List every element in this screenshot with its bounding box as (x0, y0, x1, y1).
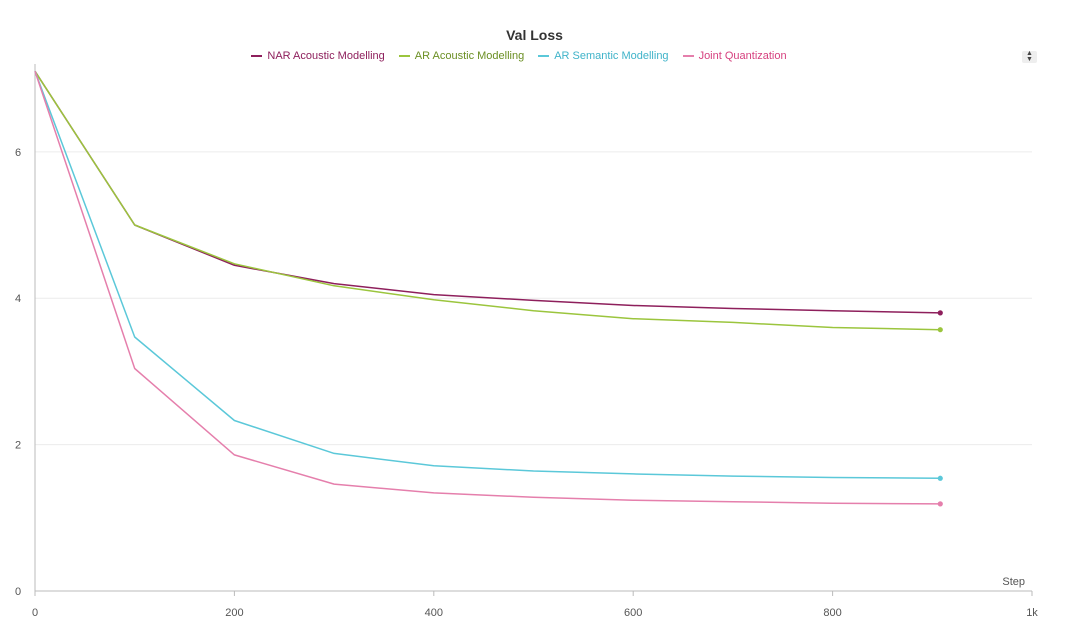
y-tick-label: 0 (15, 586, 21, 598)
x-tick-label: 200 (225, 607, 243, 619)
series-line-ar-semantic-modelling[interactable] (34, 71, 941, 480)
sort-arrows-icon[interactable]: ▲ ▼ (1022, 50, 1037, 63)
grid-lines (35, 151, 1032, 446)
series-line-joint-quantization[interactable] (34, 71, 941, 505)
legend-swatch-joint-quantization (682, 55, 694, 57)
y-tick-label: 4 (15, 293, 21, 305)
chart-legend: NAR Acoustic Modelling AR Acoustic Model… (0, 50, 1038, 62)
x-tick-label: 0 (32, 607, 38, 619)
series-line-nar-acoustic-modelling[interactable] (34, 70, 941, 314)
legend-item-joint-quantization[interactable]: Joint Quantization (682, 50, 787, 62)
chart-title: Val Loss (506, 27, 563, 43)
x-axis-label: Step (1002, 576, 1025, 588)
series-lines (34, 70, 943, 507)
series-end-point-ar-acoustic-modelling[interactable] (937, 327, 943, 333)
legend-item-nar-acoustic[interactable]: NAR Acoustic Modelling (251, 50, 385, 62)
x-tick-label: 600 (624, 607, 642, 619)
x-tick-label: 400 (425, 607, 443, 619)
series-end-point-joint-quantization[interactable] (937, 501, 943, 507)
legend-swatch-ar-semantic (538, 55, 550, 57)
series-end-point-nar-acoustic-modelling[interactable] (937, 310, 943, 316)
legend-label-joint-quantization: Joint Quantization (698, 50, 787, 62)
legend-label-ar-semantic: AR Semantic Modelling (554, 50, 669, 62)
legend-label-ar-acoustic: AR Acoustic Modelling (414, 50, 525, 62)
legend-label-nar-acoustic: NAR Acoustic Modelling (267, 50, 385, 62)
y-tick-label: 6 (15, 147, 21, 159)
legend-item-ar-semantic[interactable]: AR Semantic Modelling (538, 50, 669, 62)
series-end-point-ar-semantic-modelling[interactable] (937, 475, 943, 481)
x-tick-label: 800 (823, 607, 841, 619)
axes (34, 64, 1033, 596)
legend-item-ar-acoustic[interactable]: AR Acoustic Modelling (398, 50, 525, 62)
x-tick-label: 1k (1026, 607, 1038, 619)
tick-labels: 0 2 4 6 0 200 400 600 800 1k Step (15, 147, 1038, 619)
legend-swatch-nar-acoustic (251, 55, 263, 57)
y-tick-label: 2 (15, 440, 21, 452)
series-line-ar-acoustic-modelling[interactable] (34, 70, 941, 331)
legend-swatch-ar-acoustic (398, 55, 410, 57)
